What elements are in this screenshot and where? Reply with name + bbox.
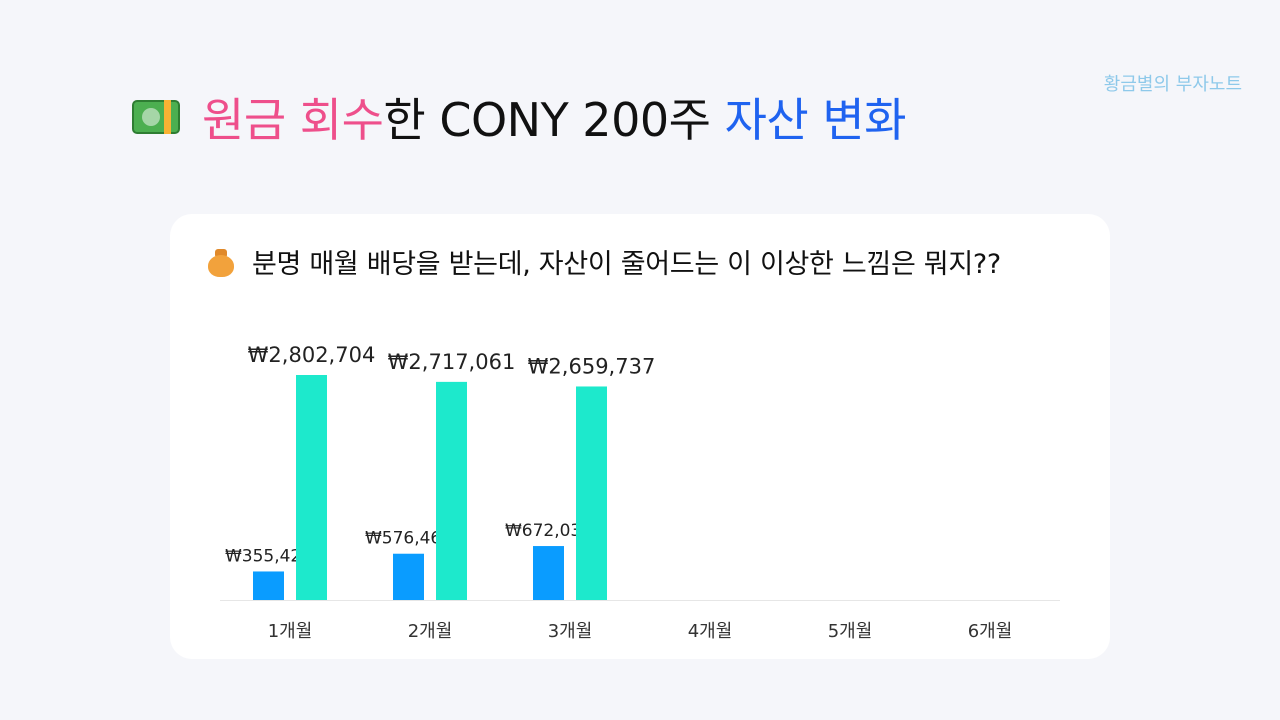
data-label-series-1-3: ₩672,037 [505, 521, 592, 541]
page-title: 원금 회수한 CONY 200주 자산 변화 [132, 84, 906, 150]
bar-series-2-2 [436, 381, 467, 600]
x-tick-label: 2개월 [408, 621, 453, 642]
x-tick-label: 3개월 [548, 621, 593, 642]
title-part-2: 한 CONY 200주 [383, 93, 725, 147]
chart-card: 분명 매월 배당을 받는데, 자산이 줄어드는 이 이상한 느낌은 뭐지?? ₩… [170, 214, 1110, 659]
x-tick-label: 5개월 [828, 621, 873, 642]
bar-series-2-3 [576, 386, 607, 600]
bar-chart: ₩355,423 ₩2,802,704 1개월 ₩576,461 ₩2,717,061 2… [220, 343, 1060, 642]
bar-series-1-1 [253, 571, 284, 600]
bar-series-2-1 [296, 375, 327, 600]
data-label-series-2-2: ₩2,717,061 [388, 350, 516, 374]
money-bag-icon [206, 247, 236, 277]
card-subtitle: 분명 매월 배당을 받는데, 자산이 줄어드는 이 이상한 느낌은 뭐지?? [252, 249, 1001, 280]
bar-series-1-3 [533, 546, 564, 600]
brand-label: 황금별의 부자노트 [1103, 74, 1242, 95]
bar-series-1-2 [393, 553, 424, 600]
data-label-series-2-3: ₩2,659,737 [528, 354, 656, 378]
x-tick-label: 6개월 [968, 621, 1013, 642]
title-part-1: 원금 회수 [202, 93, 384, 147]
card-header: 분명 매월 배당을 받는데, 자산이 줄어드는 이 이상한 느낌은 뭐지?? [206, 242, 1001, 281]
data-label-series-1-2: ₩576,461 [365, 529, 452, 549]
x-tick-label: 4개월 [688, 621, 733, 642]
data-label-series-1-1: ₩355,423 [225, 546, 312, 566]
data-label-series-2-1: ₩2,802,704 [248, 343, 376, 367]
x-tick-label: 1개월 [268, 621, 313, 642]
money-bill-icon [132, 100, 180, 134]
title-part-3: 자산 변화 [724, 93, 907, 147]
title-text: 원금 회수한 CONY 200주 자산 변화 [202, 84, 906, 150]
